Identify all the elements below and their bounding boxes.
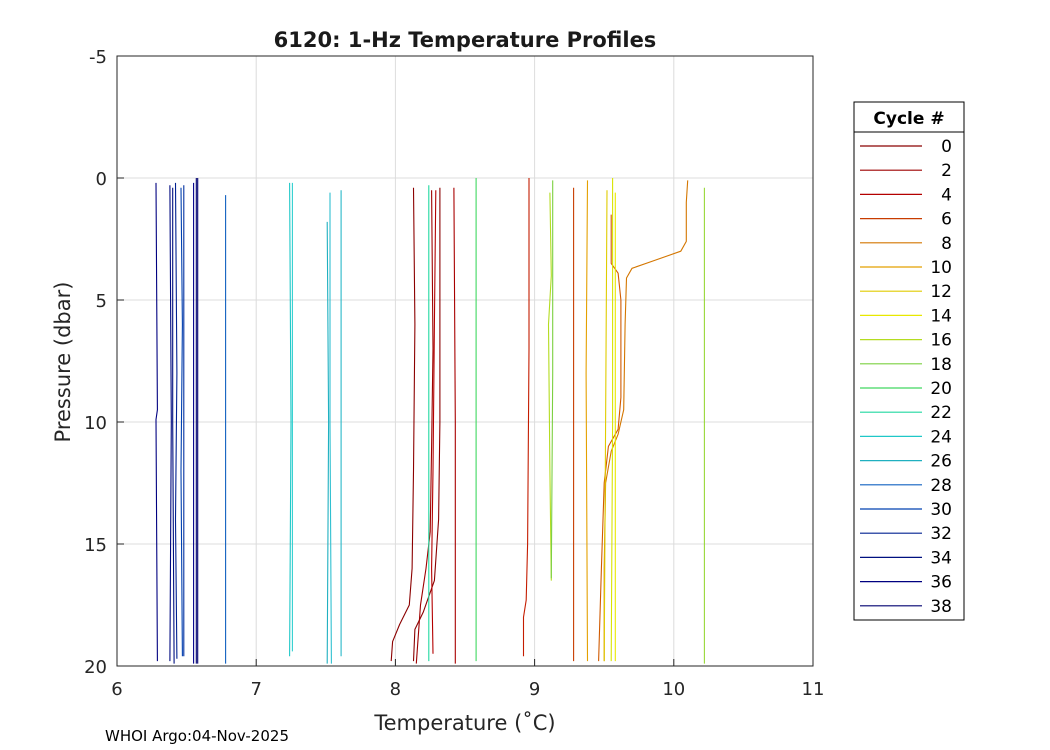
chart-title: 6120: 1-Hz Temperature Profiles (274, 28, 657, 52)
legend-label: 24 (930, 427, 952, 447)
x-tick-label: 9 (529, 679, 540, 700)
x-tick-label: 7 (250, 679, 261, 700)
legend-label: 8 (941, 234, 952, 254)
legend: Cycle #024681012141618202224262830323436… (853, 101, 965, 621)
legend-label: 2 (941, 161, 952, 181)
y-tick-label: 0 (96, 169, 107, 190)
x-tick-label: 10 (662, 679, 685, 700)
footer-credit: WHOI Argo:04-Nov-2025 (105, 727, 289, 745)
profile-line-cycle-5 (522, 178, 530, 657)
legend-label: 36 (930, 573, 952, 593)
profile-line-cycle-36 (155, 182, 158, 662)
profile-line-cycle-18 (550, 180, 554, 579)
profile-line-cycle-1 (412, 187, 441, 662)
profile-line-cycle-27 (329, 192, 332, 664)
x-tick-label: 8 (390, 679, 401, 700)
profile-line-cycle-12 (603, 190, 608, 662)
profile-line-cycle-16 (547, 192, 552, 581)
profile-line-cycle-0 (390, 187, 416, 662)
profile-line-cycle-24 (289, 182, 292, 657)
profile-line-cycle-30 (180, 187, 183, 657)
profile-line-cycle-26 (326, 221, 330, 664)
profile-line-cycle-3 (453, 187, 456, 664)
profile-line-cycle-35 (169, 185, 172, 662)
legend-label: 38 (930, 597, 952, 617)
profile-line-cycle-2 (415, 190, 434, 664)
profile-line-cycle-34 (172, 187, 175, 664)
axes-background (117, 56, 813, 666)
legend-label: 12 (930, 282, 952, 302)
axes-frame (116, 55, 814, 667)
legend-label: 28 (930, 476, 952, 496)
y-tick-label: 15 (84, 535, 107, 556)
legend-label: 34 (930, 548, 952, 568)
legend-label: 20 (930, 379, 952, 399)
x-axis-label: Temperature (˚C) (373, 711, 555, 735)
legend-title: Cycle # (873, 109, 944, 129)
x-tick-label: 6 (111, 679, 122, 700)
legend-label: 32 (930, 524, 952, 544)
y-tick-label: 20 (84, 657, 107, 678)
legend-label: 18 (930, 355, 952, 375)
legend-label: 0 (941, 137, 952, 157)
y-tick-label: 10 (84, 413, 107, 434)
legend-label: 6 (941, 210, 952, 230)
legend-label: 26 (930, 452, 952, 472)
legend-label: 30 (930, 500, 952, 520)
profile-line-cycle-32 (174, 182, 178, 659)
legend-label: 4 (941, 185, 952, 205)
profile-line-cycle-4 (431, 190, 437, 654)
y-axis-label: Pressure (dbar) (51, 282, 75, 443)
x-tick-label: 11 (802, 679, 825, 700)
profile-line-cycle-7 (598, 214, 622, 662)
y-tick-label: -5 (89, 47, 107, 68)
y-tick-label: 5 (96, 291, 107, 312)
legend-label: 14 (930, 306, 952, 326)
profile-line-cycle-10 (585, 180, 589, 662)
profile-line-cycle-15 (610, 178, 614, 662)
legend-label: 22 (930, 403, 952, 423)
profile-line-cycle-8 (603, 180, 689, 662)
plot-area: 6 7 8 9 10 11 -5 0 5 10 15 20 (84, 47, 824, 700)
legend-label: 10 (930, 258, 952, 278)
legend-label: 16 (930, 331, 952, 351)
